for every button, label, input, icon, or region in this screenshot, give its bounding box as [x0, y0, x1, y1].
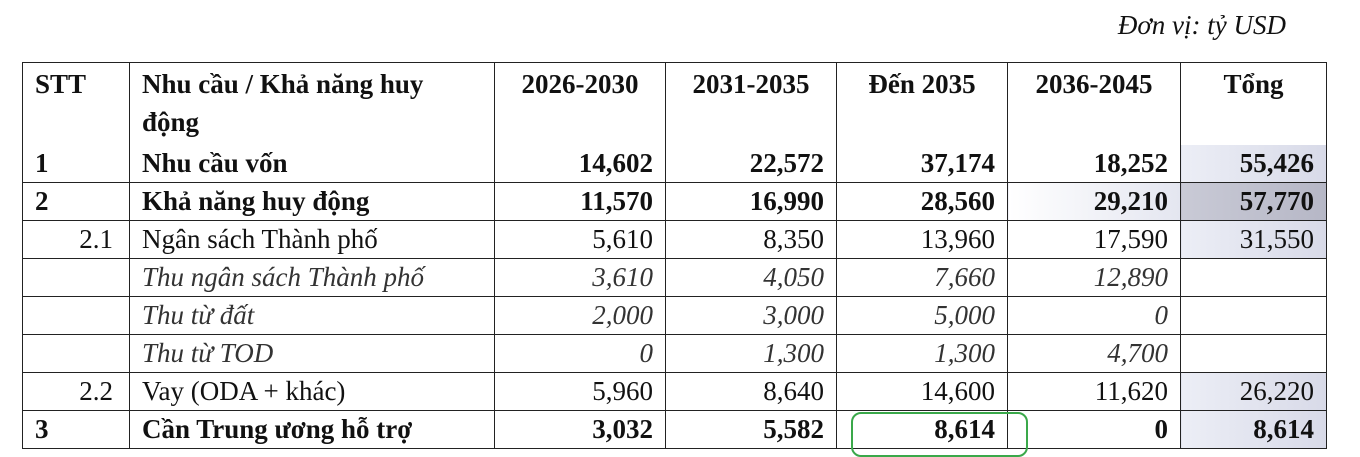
table-cell: 5,960	[494, 372, 666, 411]
table-cell: 2.2	[22, 372, 130, 411]
table-row: 1 Nhu cầu vốn 14,602 22,572 37,174 18,252 55,4…	[22, 145, 1327, 183]
header-cell: Tổng	[1180, 62, 1327, 145]
table-cell: 11,570	[494, 182, 666, 221]
table-cell: 1	[22, 145, 130, 183]
table-cell: 0	[1007, 410, 1181, 449]
table-cell: Cần Trung ương hỗ trợ	[129, 410, 495, 449]
unit-note: Đơn vị: tỷ USD	[1117, 10, 1286, 40]
table-cell: 37,174	[836, 145, 1008, 183]
table-cell: 28,560	[836, 182, 1008, 221]
table-cell	[22, 258, 130, 297]
table-cell: 3,000	[665, 296, 837, 335]
table-cell: Thu từ TOD	[129, 334, 495, 373]
table-cell	[1180, 258, 1327, 297]
table-cell: Thu từ đất	[129, 296, 495, 335]
table-cell: 8,614	[836, 410, 1008, 449]
table-cell: 3	[22, 410, 130, 449]
table-cell: 16,990	[665, 182, 837, 221]
table-row: Thu từ TOD 0 1,300 1,300 4,700	[22, 334, 1327, 373]
table-cell: 1,300	[665, 334, 837, 373]
table-cell: 2,000	[494, 296, 666, 335]
table-row: 2 Khả năng huy động 11,570 16,990 28,560 29,2…	[22, 182, 1327, 221]
header-cell: 2031-2035	[665, 62, 837, 145]
table-cell: 12,890	[1007, 258, 1181, 297]
table-cell: 8,614	[1180, 410, 1327, 449]
table-cell: 7,660	[836, 258, 1008, 297]
table-cell: 57,770	[1180, 182, 1327, 221]
table-cell: 5,582	[665, 410, 837, 449]
table-cell: 3,032	[494, 410, 666, 449]
table-cell: 14,602	[494, 145, 666, 183]
table-cell: 0	[494, 334, 666, 373]
table-row: 2.2 Vay (ODA + khác) 5,960 8,640 14,600 11,62…	[22, 372, 1327, 411]
table-cell: Khả năng huy động	[129, 182, 495, 221]
table-cell: 22,572	[665, 145, 837, 183]
table-cell: 2.1	[22, 220, 130, 259]
table-cell: 13,960	[836, 220, 1008, 259]
table-cell: 26,220	[1180, 372, 1327, 411]
table-cell: 5,610	[494, 220, 666, 259]
table-row: 2.1 Ngân sách Thành phố 5,610 8,350 13,960 17…	[22, 220, 1327, 259]
table-cell: 3,610	[494, 258, 666, 297]
table-cell: 17,590	[1007, 220, 1181, 259]
table-cell	[22, 296, 130, 335]
table-cell: Vay (ODA + khác)	[129, 372, 495, 411]
table-cell	[22, 334, 130, 373]
header-row: STT Nhu cầu / Khả năng huy động 2026-203…	[22, 62, 1327, 145]
table-cell: Thu ngân sách Thành phố	[129, 258, 495, 297]
header-cell: Nhu cầu / Khả năng huy động	[129, 62, 495, 145]
header-cell: 2026-2030	[494, 62, 666, 145]
table-cell: 4,050	[665, 258, 837, 297]
table-cell: 11,620	[1007, 372, 1181, 411]
table-cell	[1180, 334, 1327, 373]
table-cell: Nhu cầu vốn	[129, 145, 495, 183]
table-cell: 5,000	[836, 296, 1008, 335]
table-cell: 8,640	[665, 372, 837, 411]
table-cell: Ngân sách Thành phố	[129, 220, 495, 259]
table-row: Thu ngân sách Thành phố 3,610 4,050 7,660 12…	[22, 258, 1327, 297]
table-cell: 18,252	[1007, 145, 1181, 183]
table-cell	[1180, 296, 1327, 335]
table-cell: 1,300	[836, 334, 1008, 373]
table-cell: 4,700	[1007, 334, 1181, 373]
highlight-box	[851, 412, 1028, 457]
table-cell: 14,600	[836, 372, 1008, 411]
header-cell: Đến 2035	[836, 62, 1008, 145]
table-cell: 2	[22, 182, 130, 221]
header-cell: 2036-2045	[1007, 62, 1181, 145]
data-table: STT Nhu cầu / Khả năng huy động 2026-203…	[22, 62, 1327, 449]
table-cell: 29,210	[1007, 182, 1181, 221]
table-row: 3 Cần Trung ương hỗ trợ 3,032 5,582 8,614 0 8,…	[22, 410, 1327, 449]
table-row: Thu từ đất 2,000 3,000 5,000 0	[22, 296, 1327, 335]
table-cell: 55,426	[1180, 145, 1327, 183]
table-cell: 0	[1007, 296, 1181, 335]
table-cell: 31,550	[1180, 220, 1327, 259]
header-cell: STT	[22, 62, 130, 145]
table-cell: 8,350	[665, 220, 837, 259]
